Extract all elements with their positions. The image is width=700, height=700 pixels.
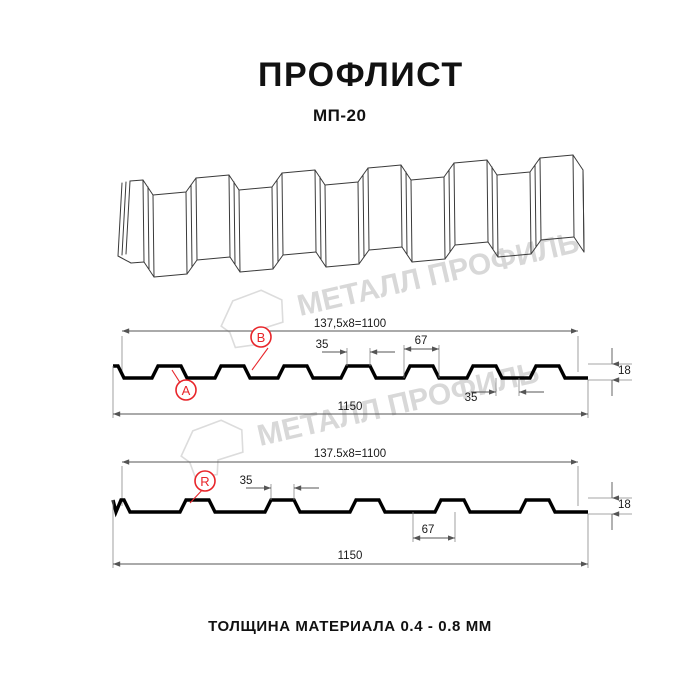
material-thickness-note: ТОЛЩИНА МАТЕРИАЛА 0.4 - 0.8 ММ: [208, 618, 492, 635]
cross-section-front: 137,5x8=1100 35 67 35 18: [112, 318, 632, 418]
dim-label-bottom-1150-2: 1150: [338, 550, 363, 562]
model-subtitle: МП-20: [313, 106, 367, 125]
dim-label-bottom-1150: 1150: [338, 401, 363, 413]
profile-outline-reverse: [111, 498, 588, 518]
corrugated-sheet-isometric: [117, 154, 585, 278]
marker-a-label: A: [182, 383, 191, 398]
dim-label-top-1100-2: 137.5x8=1100: [314, 448, 386, 460]
dim-label-height-18: 18: [618, 365, 631, 377]
marker-r-circle[interactable]: [194, 470, 216, 492]
profile-outline-front: [113, 364, 588, 380]
cross-section-reverse: 137.5x8=1100 35 67 18 1150: [111, 448, 632, 568]
marker-b-circle[interactable]: [250, 326, 272, 348]
dim-label-rib-top-35-2: 35: [240, 475, 253, 487]
dim-label-rib-base-67: 67: [415, 335, 428, 347]
title-block: ПРОФЛИСТ МП-20: [258, 58, 658, 126]
dim-label-rib-top-35: 35: [316, 339, 329, 351]
dim-label-top-1100: 137,5x8=1100: [314, 318, 386, 330]
marker-r-label: R: [200, 474, 209, 489]
marker-b-leader: [251, 347, 269, 371]
marker-a-circle[interactable]: [175, 379, 197, 401]
dim-label-flat-35: 35: [465, 392, 478, 404]
watermark-logo-icon: [180, 419, 244, 479]
dim-label-rib-base-67-2: 67: [422, 524, 435, 536]
marker-b-label: B: [257, 330, 266, 345]
page-title: ПРОФЛИСТ: [258, 56, 464, 94]
dim-label-height-18-2: 18: [618, 499, 631, 511]
watermark-logo-icon: [220, 289, 284, 349]
